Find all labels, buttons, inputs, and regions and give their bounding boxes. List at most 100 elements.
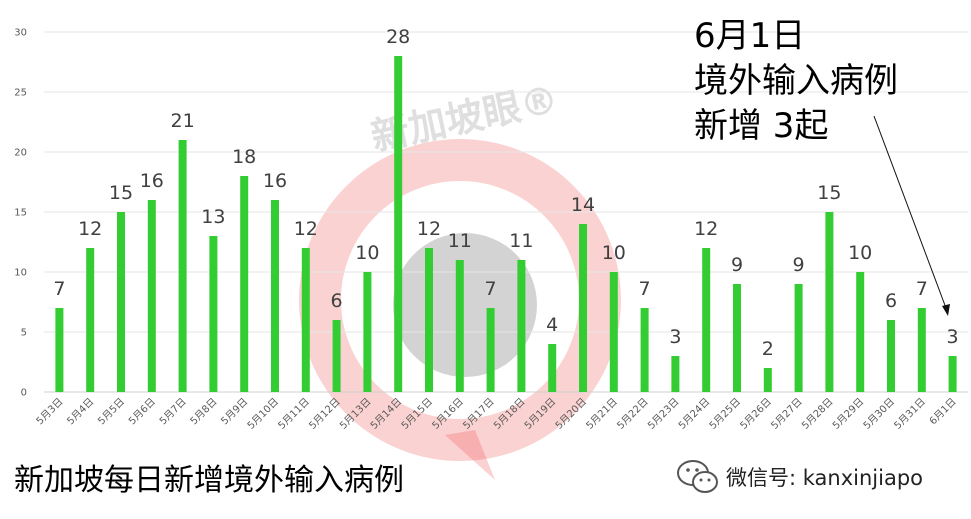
bar bbox=[147, 200, 156, 392]
x-tick-label: 5月28日 bbox=[799, 396, 835, 432]
data-label: 16 bbox=[263, 170, 287, 192]
x-tick-label: 5月20日 bbox=[553, 396, 589, 432]
data-labels: 7 12 15 16 21 13 18 16 12 6 10 28 12 11 7 11 4 14 10 7 3 12 9 2… bbox=[53, 26, 958, 360]
bar bbox=[579, 224, 587, 392]
bar bbox=[425, 248, 433, 392]
data-label: 21 bbox=[171, 110, 195, 132]
bar bbox=[455, 260, 464, 392]
bar bbox=[794, 284, 803, 392]
data-label: 6 bbox=[331, 290, 343, 312]
data-label: 12 bbox=[694, 218, 718, 240]
gridlines bbox=[44, 31, 968, 393]
x-tick-label: 5月8日 bbox=[188, 396, 220, 428]
x-tick-label: 5月16日 bbox=[430, 396, 466, 432]
data-label: 10 bbox=[602, 242, 626, 264]
data-label: 7 bbox=[53, 278, 65, 300]
x-tick-label: 5月24日 bbox=[676, 396, 712, 432]
data-label: 12 bbox=[417, 218, 441, 240]
bar bbox=[486, 308, 495, 392]
x-tick-label: 5月23日 bbox=[645, 396, 681, 432]
x-tick-label: 5月17日 bbox=[461, 396, 497, 432]
x-tick-label: 5月11日 bbox=[276, 396, 312, 432]
x-tick-label: 5月15日 bbox=[399, 396, 435, 432]
data-label: 10 bbox=[355, 242, 379, 264]
bars bbox=[55, 56, 957, 392]
bar bbox=[363, 272, 372, 392]
x-tick-label: 5月3日 bbox=[34, 396, 66, 428]
x-tick-label: 5月7日 bbox=[157, 396, 189, 428]
annotation-text: 6月1日 境外输入病例 新增 3起 bbox=[694, 14, 898, 149]
annotation-arrowhead bbox=[942, 304, 950, 316]
data-label: 28 bbox=[386, 26, 410, 48]
bar bbox=[948, 356, 957, 392]
x-tick-label: 5月29日 bbox=[830, 396, 866, 432]
y-tick-label: 30 bbox=[14, 28, 27, 39]
data-label: 7 bbox=[916, 278, 928, 300]
bar bbox=[209, 236, 218, 392]
x-tick-label: 5月5日 bbox=[95, 396, 127, 428]
bar bbox=[178, 140, 187, 392]
x-tick-label: 5月6日 bbox=[126, 396, 158, 428]
data-label: 12 bbox=[294, 218, 318, 240]
bar bbox=[887, 320, 895, 392]
chart-title: 新加坡每日新增境外输入病例 bbox=[14, 463, 404, 498]
x-tick-label: 5月12日 bbox=[307, 396, 343, 432]
data-label: 14 bbox=[571, 194, 595, 216]
data-label: 16 bbox=[140, 170, 164, 192]
bar bbox=[517, 260, 526, 392]
x-tick-label: 6月1日 bbox=[927, 396, 959, 428]
y-tick-label: 20 bbox=[14, 148, 27, 159]
bar bbox=[394, 56, 403, 392]
bar bbox=[733, 284, 741, 392]
bar bbox=[301, 248, 310, 392]
data-label: 15 bbox=[109, 182, 133, 204]
data-label: 10 bbox=[848, 242, 872, 264]
data-label: 7 bbox=[485, 278, 497, 300]
x-tick-label: 5月22日 bbox=[615, 396, 651, 432]
data-label: 4 bbox=[546, 314, 558, 336]
y-tick-label: 10 bbox=[14, 268, 27, 279]
x-tick-label: 5月30日 bbox=[861, 396, 897, 432]
bar bbox=[640, 308, 649, 392]
bar bbox=[86, 248, 95, 392]
x-tick-label: 5月4日 bbox=[65, 396, 97, 428]
bar bbox=[55, 308, 64, 392]
x-tick-label: 5月10日 bbox=[245, 396, 281, 432]
x-tick-label: 5月31日 bbox=[892, 396, 928, 432]
bar bbox=[117, 212, 125, 392]
annotation-line-2: 境外输入病例 bbox=[694, 61, 898, 101]
bar bbox=[548, 344, 557, 392]
x-tick-label: 5月27日 bbox=[769, 396, 805, 432]
bar bbox=[702, 248, 711, 392]
x-tick-label: 5月21日 bbox=[584, 396, 620, 432]
data-label: 15 bbox=[817, 182, 841, 204]
bar bbox=[609, 272, 618, 392]
wechat-id-text: 微信号: kanxinjiapo bbox=[726, 466, 924, 490]
bar bbox=[917, 308, 926, 392]
bar bbox=[671, 356, 680, 392]
bar bbox=[332, 320, 341, 392]
data-label: 12 bbox=[78, 218, 102, 240]
data-label: 7 bbox=[639, 278, 651, 300]
bar bbox=[240, 176, 249, 392]
x-tick-label: 5月19日 bbox=[522, 396, 558, 432]
data-label: 11 bbox=[509, 230, 533, 252]
y-tick-label: 15 bbox=[14, 208, 27, 219]
x-tick-label: 5月18日 bbox=[491, 396, 527, 432]
bar bbox=[271, 200, 279, 392]
data-label: 9 bbox=[793, 254, 805, 276]
x-tick-label: 5月26日 bbox=[738, 396, 774, 432]
data-label: 6 bbox=[885, 290, 897, 312]
data-label: 11 bbox=[448, 230, 472, 252]
data-label: 3 bbox=[947, 326, 959, 348]
wechat-id: 微信号: kanxinjiapo bbox=[676, 458, 923, 496]
x-tick-label: 5月9日 bbox=[219, 396, 251, 428]
y-tick-label: 25 bbox=[14, 88, 27, 99]
x-tick-label: 5月13日 bbox=[337, 396, 373, 432]
data-label: 18 bbox=[232, 146, 256, 168]
data-label: 13 bbox=[201, 206, 225, 228]
x-tick-label: 5月14日 bbox=[368, 396, 404, 432]
x-axis-ticks: 5月3日 5月4日 5月5日 5月6日 5月7日 5月8日 5月9日5月10日5月11日5月… bbox=[34, 396, 959, 432]
bar bbox=[825, 212, 834, 392]
